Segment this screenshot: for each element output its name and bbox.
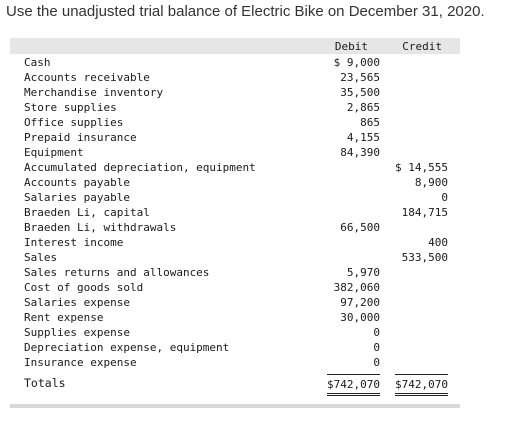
- debit-amount: 30,000: [340, 311, 380, 324]
- table-row: Store supplies 2,865: [10, 100, 460, 115]
- account-name: Sales: [24, 251, 58, 264]
- account-name: Accumulated depreciation, equipment: [24, 161, 256, 174]
- debit-column-header: Debit: [334, 40, 368, 53]
- table-row: Prepaid insurance 4,155: [10, 130, 460, 145]
- table-row: Accounts payable 8,900: [10, 175, 460, 190]
- debit-amount: 0: [373, 356, 380, 369]
- account-name: Sales returns and allowances: [24, 266, 210, 279]
- trial-balance-table: Debit Credit Cash $ 9,000 Accounts receiva…: [10, 38, 460, 408]
- account-name: Braeden Li, withdrawals: [24, 221, 177, 234]
- table-header-band: [10, 38, 460, 54]
- debit-amount: 23,565: [340, 71, 380, 84]
- table-row: Insurance expense 0: [10, 355, 460, 370]
- table-row: Equipment 84,390: [10, 145, 460, 160]
- table-row: Salaries expense 97,200: [10, 295, 460, 310]
- table-row: Office supplies 865: [10, 115, 460, 130]
- table-footer-band: [10, 404, 460, 408]
- question-prompt: Use the unadjusted trial balance of Elec…: [6, 3, 485, 20]
- account-name: Depreciation expense, equipment: [24, 341, 230, 354]
- debit-amount: 382,060: [333, 281, 380, 294]
- debit-amount: 35,500: [340, 86, 380, 99]
- table-row: Cash $ 9,000: [10, 55, 460, 70]
- table-row: Cost of goods sold 382,060: [10, 280, 460, 295]
- debit-amount: 0: [373, 341, 380, 354]
- account-name: Rent expense: [24, 311, 104, 324]
- debit-amount: 4,155: [346, 131, 380, 144]
- credit-amount: 184,715: [401, 206, 448, 219]
- totals-label: Totals: [24, 376, 66, 390]
- totals-row: Totals $742,070 $742,070: [10, 374, 460, 396]
- totals-credit: $742,070: [395, 374, 448, 396]
- account-name: Merchandise inventory: [24, 86, 164, 99]
- account-name: Interest income: [24, 236, 124, 249]
- table-row: Braeden Li, capital 184,715: [10, 205, 460, 220]
- account-name: Office supplies: [24, 116, 124, 129]
- debit-amount: 66,500: [340, 221, 380, 234]
- debit-amount: 865: [360, 116, 380, 129]
- account-name: Accounts payable: [24, 176, 130, 189]
- debit-amount: $ 9,000: [333, 56, 380, 69]
- table-row: Sales 533,500: [10, 250, 460, 265]
- credit-amount: 0: [441, 191, 448, 204]
- account-name: Equipment: [24, 146, 84, 159]
- credit-amount: 533,500: [401, 251, 448, 264]
- credit-amount: 8,900: [414, 176, 448, 189]
- table-row: Accounts receivable 23,565: [10, 70, 460, 85]
- account-name: Insurance expense: [24, 356, 137, 369]
- table-row: Salaries payable 0: [10, 190, 460, 205]
- account-name: Cost of goods sold: [24, 281, 144, 294]
- account-name: Prepaid insurance: [24, 131, 137, 144]
- account-name: Store supplies: [24, 101, 117, 114]
- account-name: Supplies expense: [24, 326, 130, 339]
- table-row: Merchandise inventory 35,500: [10, 85, 460, 100]
- table-row: Rent expense 30,000: [10, 310, 460, 325]
- account-name: Salaries payable: [24, 191, 130, 204]
- debit-amount: 5,970: [346, 266, 380, 279]
- account-name: Salaries expense: [24, 296, 130, 309]
- table-row: Sales returns and allowances 5,970: [10, 265, 460, 280]
- table-row: Supplies expense 0: [10, 325, 460, 340]
- account-name: Accounts receivable: [24, 71, 150, 84]
- table-row: Depreciation expense, equipment 0: [10, 340, 460, 355]
- account-name: Cash: [24, 56, 51, 69]
- debit-amount: 97,200: [340, 296, 380, 309]
- table-row: Braeden Li, withdrawals 66,500: [10, 220, 460, 235]
- totals-debit: $742,070: [327, 374, 380, 396]
- credit-amount: $ 14,555: [395, 161, 448, 174]
- debit-amount: 2,865: [346, 101, 380, 114]
- debit-amount: 84,390: [340, 146, 380, 159]
- debit-amount: 0: [373, 326, 380, 339]
- credit-column-header: Credit: [402, 40, 442, 53]
- account-name: Braeden Li, capital: [24, 206, 150, 219]
- table-row: Accumulated depreciation, equipment $ 14,…: [10, 160, 460, 175]
- credit-amount: 400: [428, 236, 448, 249]
- table-row: Interest income 400: [10, 235, 460, 250]
